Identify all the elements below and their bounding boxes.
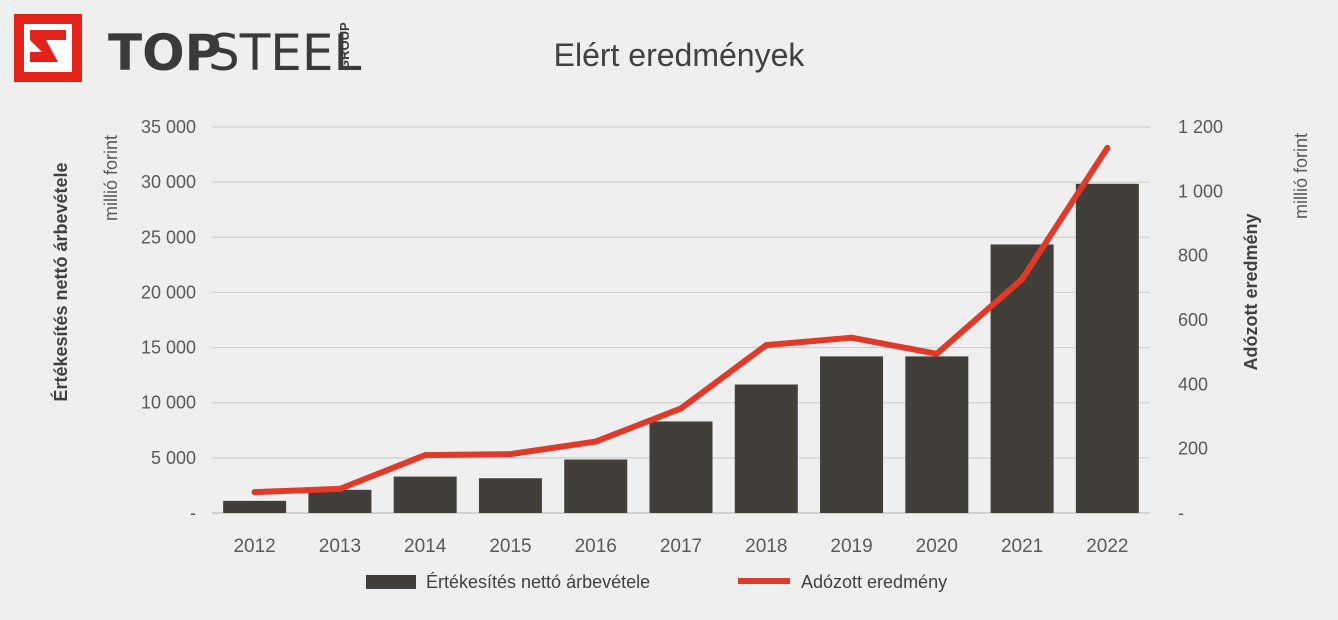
line-point [763,342,770,349]
line-point [592,438,599,445]
legend-bar-swatch [366,575,416,589]
bar [564,459,628,513]
logo-word-top: TOP [108,24,221,82]
right-axis-unit: millió forint [1291,133,1311,219]
right-tick-label: 600 [1178,310,1208,330]
bar [905,356,969,513]
x-tick-label: 2012 [233,536,275,557]
line-point [1019,276,1026,283]
line-point [848,334,855,341]
x-tick-label: 2016 [575,536,617,557]
left-tick-label: 5 000 [151,448,196,468]
right-tick-label: 1 200 [1178,117,1223,137]
bar [820,356,884,513]
line-point [507,451,514,458]
logo-mark-icon [14,14,82,82]
bar [649,421,713,513]
x-tick-label: 2014 [404,536,447,557]
bar [990,244,1054,513]
left-tick-label: 10 000 [141,393,196,413]
right-axis-title: Adózott eredmény [1241,213,1261,370]
line-point [336,485,343,492]
bar [223,500,287,513]
bar [393,476,457,513]
x-tick-label: 2017 [660,536,702,557]
bar-series [223,183,1139,513]
legend-bar-label: Értékesítés nettó árbevétele [426,572,650,592]
legend: Értékesítés nettó árbevétele Adózott ere… [366,572,947,592]
left-tick-label: 15 000 [141,338,196,358]
x-tick-label: 2013 [319,536,361,557]
left-tick-label: 30 000 [141,172,196,192]
x-tick-label: 2019 [830,536,872,557]
line-point [422,452,429,459]
right-tick-label: 400 [1178,374,1208,394]
right-tick-label: 800 [1178,246,1208,266]
right-tick-label: 1 000 [1178,181,1223,201]
left-tick-label: 20 000 [141,282,196,302]
line-point [1104,144,1111,151]
x-tick-label: 2015 [489,536,531,557]
logo-word-steel: STEEL [208,24,361,82]
bar [1075,183,1139,513]
left-tick-label: 25 000 [141,227,196,247]
left-tick-label: - [190,503,196,523]
left-axis-ticks: - 5 000 10 000 15 000 20 000 25 000 30 000 35 0… [141,117,196,523]
x-tick-label: 2022 [1086,536,1128,557]
right-axis-ticks: - 200 400 600 800 1 000 1 200 [1178,117,1223,523]
bar [308,489,372,513]
x-axis-tick-labels: 2012 2013 2014 2015 2016 2017 2018 2019 2020 2021… [233,536,1128,557]
line-point [251,489,258,496]
x-tick-label: 2018 [745,536,787,557]
line-series [251,144,1111,496]
x-tick-label: 2020 [916,536,958,557]
legend-line-label: Adózott eredmény [801,572,947,592]
topsteel-logo: TOP STEEL GROUP [14,14,361,82]
left-tick-label: 35 000 [141,117,196,137]
left-axis-title: Értékesítés nettó árbevétele [50,162,71,401]
bar [478,478,542,513]
bar [734,384,798,513]
line-point [678,405,684,412]
right-tick-label: 200 [1178,439,1208,459]
logo-group-label: GROUP [337,22,352,70]
right-tick-label: - [1178,503,1184,523]
chart-title: Elért eredmények [554,37,806,73]
left-axis-unit: millió forint [101,135,121,221]
line-point [933,350,940,357]
x-tick-label: 2021 [1001,536,1043,557]
